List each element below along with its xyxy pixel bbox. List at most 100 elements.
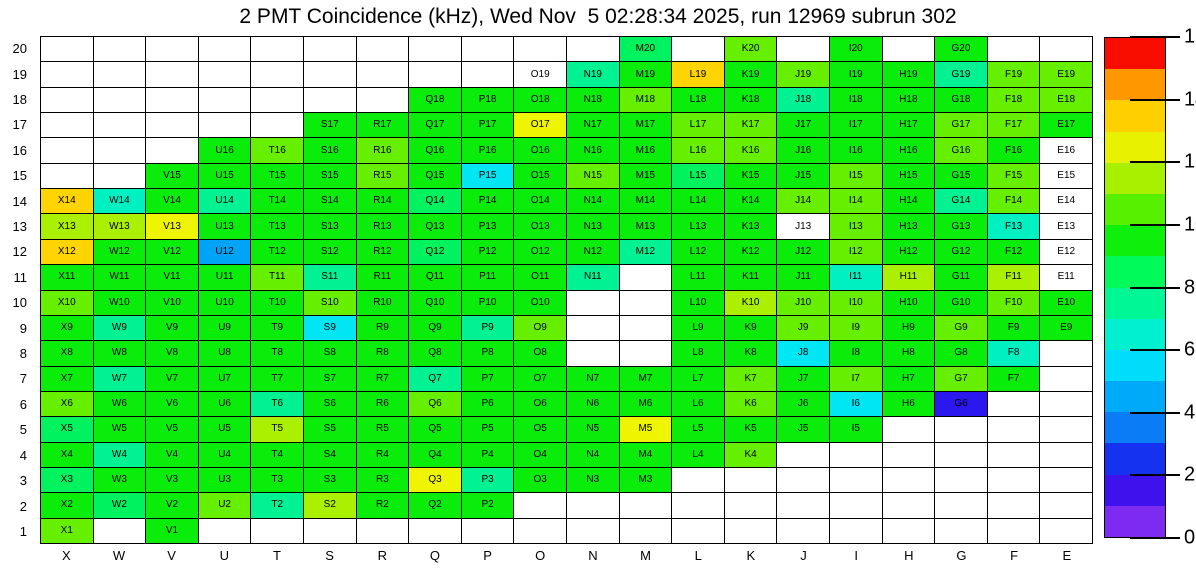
heatmap-cell: G7: [935, 366, 987, 391]
heatmap-cell: O13: [514, 214, 566, 239]
heatmap-cell: [566, 518, 619, 543]
heatmap-cell: S12: [303, 239, 356, 265]
colorbar-tick: [1130, 411, 1180, 414]
heatmap-cell: J18: [777, 87, 829, 113]
heatmap-cell: P9: [461, 315, 514, 341]
heatmap-cell: S3: [303, 467, 356, 493]
heatmap-cell: P4: [461, 442, 514, 467]
column-axis-label: X: [61, 548, 71, 563]
heatmap-cell: [514, 518, 566, 543]
heatmap-cell: H9: [882, 315, 935, 341]
heatmap-cell: K18: [724, 87, 777, 113]
heatmap-cell: L16: [672, 138, 724, 163]
row-axis-label: 17: [12, 117, 27, 133]
heatmap-cell: P10: [461, 290, 514, 315]
heatmap-cell: G13: [935, 214, 987, 239]
row-axis-label: 3: [19, 473, 27, 489]
heatmap-cell: [409, 518, 461, 543]
row-axis-label: 18: [12, 92, 27, 108]
heatmap-cell: O6: [514, 391, 566, 417]
colorbar: [1104, 37, 1166, 538]
heatmap-cell: [724, 518, 777, 543]
heatmap-cell: V7: [146, 366, 198, 391]
heatmap-cell: U10: [198, 290, 251, 315]
heatmap-cell: I20: [829, 37, 882, 62]
heatmap-cell: V10: [146, 290, 198, 315]
heatmap-cell: U9: [198, 315, 251, 341]
heatmap-cell: K7: [724, 366, 777, 391]
heatmap-cell: [303, 37, 356, 62]
colorbar-tick: [1130, 36, 1180, 38]
heatmap-cell: [777, 37, 829, 62]
heatmap-cell: [935, 493, 987, 518]
heatmap-cell: U16: [198, 138, 251, 163]
heatmap-cell: I5: [829, 417, 882, 442]
heatmap-cell: R11: [356, 265, 409, 290]
heatmap-cell: J16: [777, 138, 829, 163]
heatmap-cell: I9: [829, 315, 882, 341]
colorbar-band: [1105, 69, 1165, 101]
row-axis-label: 4: [19, 447, 27, 463]
heatmap-cell: [41, 113, 93, 138]
heatmap-cell: G17: [935, 113, 987, 138]
heatmap-cell: N7: [566, 366, 619, 391]
heatmap-cell: M15: [619, 163, 672, 189]
heatmap-cell: R8: [356, 341, 409, 366]
heatmap-grid: M20 K20 I20 G20 O19 N19 M19 L19 K19 J19 I19 H19 G19 F…: [40, 36, 1093, 544]
heatmap-cell: F10: [987, 290, 1040, 315]
heatmap-cell: F18: [987, 87, 1040, 113]
heatmap-cell: M6: [619, 391, 672, 417]
heatmap-cell: Q9: [409, 315, 461, 341]
column-axis-label: U: [219, 548, 229, 563]
colorbar-tick: [1130, 537, 1180, 539]
heatmap-cell: M3: [619, 467, 672, 493]
heatmap-cell: O4: [514, 442, 566, 467]
heatmap-cell: [93, 62, 146, 87]
heatmap-cell: I7: [829, 366, 882, 391]
heatmap-cell: V4: [146, 442, 198, 467]
heatmap-cell: G18: [935, 87, 987, 113]
heatmap-cell: X3: [41, 467, 93, 493]
heatmap-cell: Q4: [409, 442, 461, 467]
heatmap-cell: [987, 493, 1040, 518]
heatmap-cell: V9: [146, 315, 198, 341]
heatmap-cell: [619, 265, 672, 290]
heatmap-cell: E19: [1040, 62, 1092, 87]
heatmap-cell: W5: [93, 417, 146, 442]
heatmap-cell: [882, 417, 935, 442]
heatmap-cell: [987, 442, 1040, 467]
heatmap-cell: E11: [1040, 265, 1092, 290]
heatmap-cell: P13: [461, 214, 514, 239]
heatmap-cell: [41, 37, 93, 62]
heatmap-cell: E15: [1040, 163, 1092, 189]
heatmap-cell: T3: [251, 467, 303, 493]
heatmap-cell: J19: [777, 62, 829, 87]
heatmap-cell: G6: [935, 391, 987, 417]
heatmap-cell: F13: [987, 214, 1040, 239]
heatmap-cell: N15: [566, 163, 619, 189]
heatmap-cell: L13: [672, 214, 724, 239]
heatmap-cell: K17: [724, 113, 777, 138]
heatmap-cell: [41, 138, 93, 163]
heatmap-cell: N16: [566, 138, 619, 163]
heatmap-cell: U3: [198, 467, 251, 493]
heatmap-cell: S8: [303, 341, 356, 366]
heatmap-cell: [1040, 518, 1092, 543]
heatmap-cell: [356, 87, 409, 113]
heatmap-cell: P11: [461, 265, 514, 290]
heatmap-cell: L9: [672, 315, 724, 341]
colorbar-tick-label: 6: [1184, 338, 1196, 361]
heatmap-cell: M19: [619, 62, 672, 87]
heatmap-cell: X4: [41, 442, 93, 467]
colorbar-band: [1105, 505, 1165, 537]
heatmap-cell: K20: [724, 37, 777, 62]
heatmap-cell: O7: [514, 366, 566, 391]
heatmap-cell: W3: [93, 467, 146, 493]
colorbar-band: [1105, 225, 1165, 257]
column-axis-label: L: [694, 548, 702, 563]
heatmap-cell: V11: [146, 265, 198, 290]
colorbar-band: [1105, 287, 1165, 319]
heatmap-cell: [619, 518, 672, 543]
heatmap-cell: U5: [198, 417, 251, 442]
heatmap-cell: Q13: [409, 214, 461, 239]
